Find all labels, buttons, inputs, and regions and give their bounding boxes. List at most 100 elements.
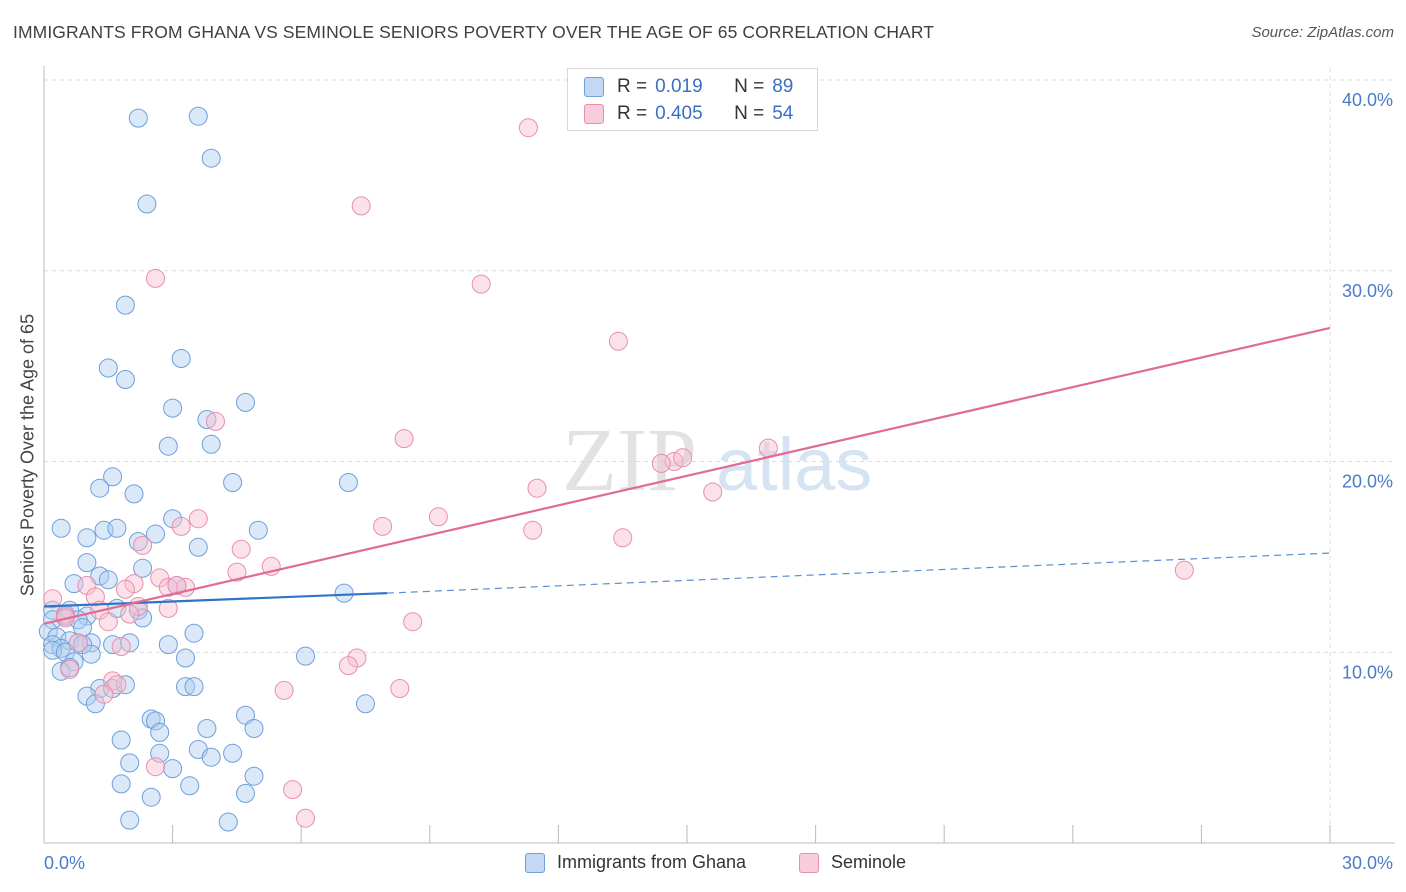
seminole-point <box>167 576 187 595</box>
seminole-point <box>673 448 693 468</box>
seminole-point <box>111 637 131 656</box>
ghana-point <box>334 583 354 603</box>
ghana-point <box>338 473 358 492</box>
y-axis-label: Seniors Poverty Over the Age of 65 <box>17 313 38 597</box>
seminole-trend-line <box>43 326 1331 625</box>
ghana-point <box>120 753 140 773</box>
legend-row-ghana: R = 0.019 N = 89 <box>584 76 793 98</box>
legend-row-seminole: R = 0.405 N = 54 <box>584 103 793 125</box>
seminole-point <box>146 268 165 288</box>
seminole-point <box>206 411 225 431</box>
ghana-point <box>244 719 264 738</box>
ghana-point <box>201 148 221 168</box>
seminole-point <box>390 679 410 698</box>
seminole-point <box>351 196 371 216</box>
ghana-point <box>103 467 123 487</box>
ghana-point <box>133 558 153 578</box>
seminole-point <box>523 520 543 540</box>
ghana-point <box>236 392 255 412</box>
seminole-point <box>107 675 127 695</box>
ghana-point <box>236 783 255 803</box>
ghana-point <box>201 434 221 454</box>
ghana-point <box>158 436 178 456</box>
seminole-point <box>703 482 723 502</box>
seminole-point <box>651 453 671 473</box>
ghana-point <box>137 194 157 214</box>
ghana-point <box>98 358 118 378</box>
ghana-point <box>115 295 135 315</box>
ghana-point <box>218 812 238 832</box>
ghana-point <box>296 646 315 666</box>
seminole-point <box>94 684 114 704</box>
legend-r-label: R = <box>617 76 648 97</box>
seminole-point <box>428 507 448 527</box>
ghana-point <box>128 108 148 128</box>
axes <box>43 66 1395 844</box>
seminole-point <box>403 612 423 632</box>
ghana-point <box>115 370 135 389</box>
ghana-point <box>197 719 217 738</box>
ghana-point <box>98 570 118 590</box>
ghana-trend-dashed <box>386 552 1331 594</box>
tick-labels: 10.0% 20.0% 30.0% 40.0% 0.0% 30.0% <box>44 90 1393 873</box>
ghana-point <box>171 349 191 368</box>
seminole-point <box>274 680 294 700</box>
y-tick-label: 10.0% <box>1342 662 1393 682</box>
ghana-point <box>124 484 144 504</box>
legend-swatch-blue <box>525 852 545 873</box>
seminole-point <box>613 528 633 548</box>
ghana-point <box>201 747 221 767</box>
legend-swatch-pink <box>584 104 604 124</box>
ghana-point <box>356 694 375 714</box>
stats-legend: R = 0.019 N = 89 R = 0.405 N = 54 <box>567 68 818 131</box>
legend-label-ghana: Immigrants from Ghana <box>557 852 747 872</box>
ghana-point <box>188 106 208 126</box>
legend-swatch-pink <box>799 852 819 873</box>
ghana-point <box>81 644 101 664</box>
legend-item-ghana[interactable]: Immigrants from Ghana <box>525 852 746 873</box>
seminole-point <box>471 274 491 294</box>
seminole-point <box>1174 560 1194 580</box>
ghana-point <box>90 478 110 498</box>
seminole-point <box>518 118 538 138</box>
legend-r-label: R = <box>617 103 648 124</box>
source-label: Source: ZipAtlas.com <box>1251 24 1394 41</box>
ghana-point <box>111 730 131 750</box>
watermark-atlas: atlas <box>716 423 872 506</box>
ghana-point <box>223 473 243 492</box>
ghana-point <box>150 722 170 742</box>
ghana-point <box>244 766 264 786</box>
ghana-point <box>146 524 165 544</box>
legend-label-seminole: Seminole <box>831 852 907 872</box>
y-tick-label: 20.0% <box>1342 472 1393 492</box>
seminole-point <box>338 656 358 676</box>
seminole-point <box>608 331 628 351</box>
legend-n-value: 89 <box>772 76 794 97</box>
legend-n-value: 54 <box>772 103 794 124</box>
seminole-point <box>171 516 191 536</box>
series-seminole-points <box>43 118 1194 828</box>
seminole-point <box>133 535 153 555</box>
legend-swatch-blue <box>584 77 604 97</box>
legend-item-seminole[interactable]: Seminole <box>799 852 906 873</box>
ghana-point <box>180 776 200 796</box>
legend-r-value: 0.019 <box>655 76 703 97</box>
ghana-point <box>141 787 161 807</box>
ghana-point <box>176 648 195 668</box>
ghana-point <box>77 528 97 548</box>
ghana-point <box>73 618 93 637</box>
seminole-point <box>527 478 547 498</box>
ghana-point <box>163 759 183 779</box>
ghana-point <box>133 608 153 628</box>
ghana-point <box>184 677 204 697</box>
x-tick-label: 0.0% <box>44 853 85 873</box>
seminole-point <box>231 539 251 559</box>
seminole-point <box>115 579 135 599</box>
seminole-point <box>394 429 414 449</box>
ghana-point <box>184 623 204 643</box>
ghana-point <box>236 705 255 725</box>
trend-lines <box>43 326 1331 625</box>
ghana-point <box>248 520 268 540</box>
seminole-point <box>373 516 393 536</box>
